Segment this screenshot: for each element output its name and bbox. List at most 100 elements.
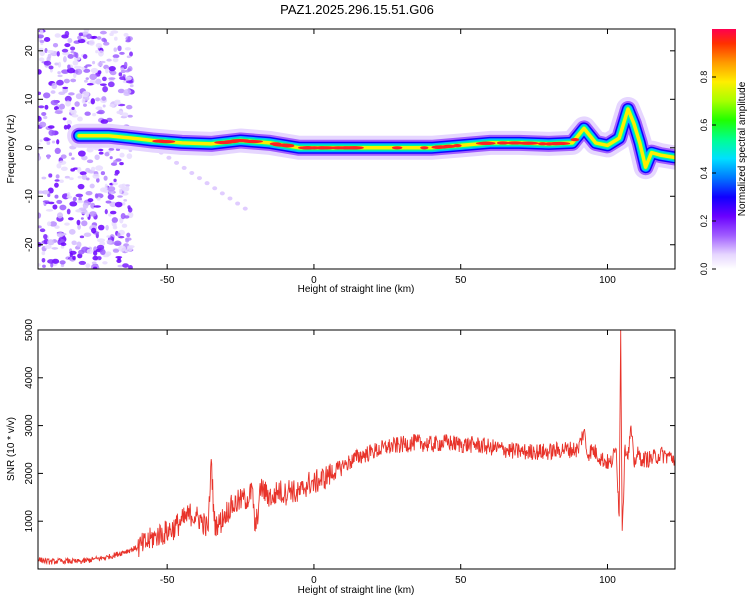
noise-blob bbox=[116, 232, 121, 238]
noise-blob bbox=[82, 90, 90, 98]
noise-blob bbox=[66, 192, 71, 198]
noise-blob bbox=[95, 49, 99, 54]
noise-blob bbox=[90, 98, 95, 105]
noise-blob bbox=[43, 92, 51, 99]
noise-blob bbox=[60, 242, 67, 247]
noise-blob bbox=[89, 211, 97, 217]
noise-blob bbox=[64, 222, 70, 226]
noise-blob bbox=[119, 161, 124, 166]
noise-blob bbox=[38, 105, 45, 109]
ridge-peak bbox=[496, 141, 509, 145]
noise-blob bbox=[99, 241, 106, 246]
noise-blob bbox=[96, 111, 103, 115]
noise-blob bbox=[72, 196, 77, 202]
noise-blob bbox=[93, 205, 101, 208]
noise-blob bbox=[73, 72, 77, 79]
noise-blob bbox=[85, 64, 92, 67]
noise-blob bbox=[67, 38, 73, 44]
noise-blob bbox=[91, 35, 98, 39]
spectrogram-frame bbox=[37, 28, 676, 270]
noise-blob bbox=[38, 69, 42, 75]
ridge-peak bbox=[544, 142, 554, 146]
x-tick-label: -50 bbox=[160, 575, 175, 586]
noise-blob bbox=[42, 264, 46, 268]
noise-blob bbox=[42, 200, 50, 203]
noise-blob bbox=[74, 65, 82, 70]
noise-blob bbox=[39, 139, 43, 143]
x-tick-label: 0 bbox=[311, 575, 317, 586]
noise-blob bbox=[45, 138, 51, 141]
noise-blob bbox=[71, 157, 75, 160]
noise-blob bbox=[124, 69, 130, 73]
noise-blob bbox=[117, 88, 125, 94]
noise-blob bbox=[76, 209, 81, 213]
noise-blob bbox=[54, 110, 63, 115]
noise-blob bbox=[38, 142, 41, 146]
noise-blob bbox=[113, 178, 117, 183]
noise-blob bbox=[69, 201, 78, 207]
noise-blob bbox=[102, 76, 107, 82]
y-tick-label: 0 bbox=[24, 145, 35, 151]
noise-blob bbox=[64, 175, 70, 179]
noise-blob bbox=[54, 179, 60, 182]
y-tick-label: 5000 bbox=[24, 318, 35, 341]
noise-blob bbox=[58, 160, 67, 165]
y-tick-label: 3000 bbox=[24, 414, 35, 437]
noise-blob bbox=[116, 110, 124, 115]
noise-blob bbox=[51, 247, 59, 250]
noise-blob bbox=[86, 82, 94, 86]
noise-blob bbox=[74, 101, 80, 107]
noise-blob bbox=[59, 204, 67, 211]
ridge-peak bbox=[537, 142, 548, 146]
noise-blob bbox=[88, 39, 95, 46]
noise-blob bbox=[57, 71, 61, 75]
ridge-peak bbox=[517, 141, 540, 145]
noise-blob bbox=[181, 165, 187, 170]
noise-blob bbox=[100, 187, 107, 193]
noise-blob bbox=[83, 29, 90, 33]
noise-blob bbox=[46, 221, 52, 227]
noise-blob bbox=[44, 104, 49, 110]
noise-blob bbox=[45, 208, 54, 212]
snr-y-label: SNR (10 * v/v) bbox=[6, 417, 17, 481]
noise-blob bbox=[102, 104, 106, 108]
noise-blob bbox=[54, 225, 60, 229]
noise-blob bbox=[70, 51, 75, 54]
noise-blob bbox=[123, 32, 129, 37]
noise-blob bbox=[119, 51, 125, 55]
noise-blob bbox=[52, 204, 58, 210]
noise-blob bbox=[62, 51, 70, 56]
noise-blob bbox=[196, 176, 202, 181]
noise-blob bbox=[85, 77, 89, 81]
noise-blob bbox=[43, 37, 51, 42]
noise-blob bbox=[77, 150, 86, 157]
noise-blob bbox=[108, 147, 115, 151]
noise-blob bbox=[95, 42, 103, 49]
noise-blob bbox=[38, 155, 42, 161]
snr-line bbox=[38, 330, 675, 566]
noise-blob bbox=[117, 45, 122, 52]
noise-blob bbox=[105, 251, 112, 257]
noise-blob bbox=[47, 192, 51, 198]
y-tick-label: 1000 bbox=[24, 510, 35, 533]
noise-blob bbox=[43, 233, 48, 240]
y-tick-label: -10 bbox=[24, 189, 35, 204]
noise-blob bbox=[67, 64, 71, 70]
colorbar-tick-label: 0.4 bbox=[699, 167, 709, 180]
noise-blob bbox=[41, 190, 50, 195]
noise-blob bbox=[57, 74, 63, 78]
noise-blob bbox=[44, 245, 52, 249]
noise-blob bbox=[99, 30, 107, 35]
noise-blob bbox=[59, 103, 65, 110]
noise-blob bbox=[125, 80, 134, 84]
noise-blob bbox=[104, 209, 108, 215]
noise-blob bbox=[96, 177, 100, 183]
noise-blob bbox=[90, 202, 96, 209]
noise-blob bbox=[76, 219, 81, 226]
spectrogram-x-ticks: -50 0 50 100 bbox=[160, 29, 616, 286]
noise-blob bbox=[121, 183, 126, 187]
noise-blob bbox=[106, 239, 113, 244]
noise-blob bbox=[89, 183, 95, 189]
noise-blob bbox=[77, 116, 83, 122]
noise-blob bbox=[124, 47, 131, 51]
